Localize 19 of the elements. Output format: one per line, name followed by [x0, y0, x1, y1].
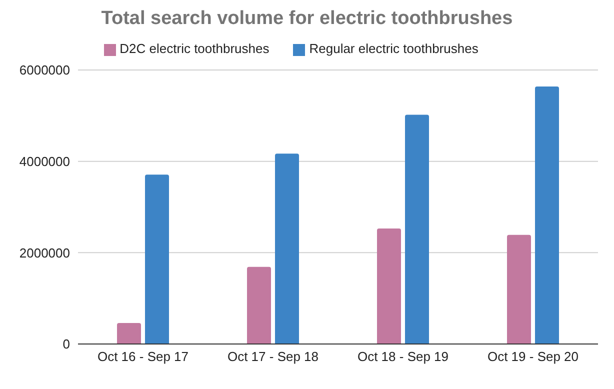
bar: [117, 322, 141, 344]
x-tick-label: Oct 17 - Sep 18: [227, 349, 319, 364]
legend-label: D2C electric toothbrushes: [120, 41, 270, 56]
bar: [145, 174, 169, 344]
bar: [377, 228, 401, 344]
bar: [275, 154, 299, 344]
y-tick-label: 2000000: [19, 245, 70, 260]
x-tick-label: Oct 16 - Sep 17: [97, 349, 189, 364]
bar: [405, 114, 429, 344]
bar: [535, 86, 559, 344]
bar: [247, 266, 271, 344]
y-tick-label: 4000000: [19, 154, 70, 169]
legend-label: Regular electric toothbrushes: [309, 41, 478, 56]
x-tick-label: Oct 18 - Sep 19: [357, 349, 449, 364]
y-tick-label: 0: [62, 336, 70, 352]
x-tick-label: Oct 19 - Sep 20: [487, 349, 579, 364]
bar: [507, 234, 531, 344]
y-tick-label: 6000000: [19, 62, 70, 78]
chart-title: Total search volume for electric toothbrushes: [100, 8, 514, 31]
